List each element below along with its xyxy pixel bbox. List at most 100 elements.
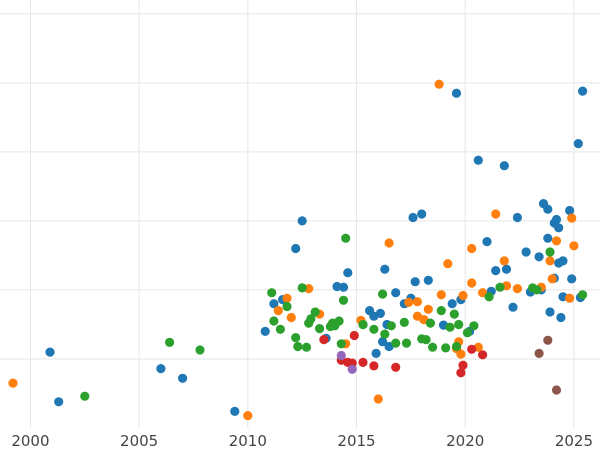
data-point-series-2 bbox=[436, 290, 446, 300]
data-point-series-6 bbox=[551, 385, 562, 395]
data-point-series-2 bbox=[412, 297, 422, 307]
data-point-series-1 bbox=[534, 252, 544, 262]
data-point-series-2 bbox=[491, 209, 501, 219]
data-point-series-1 bbox=[554, 223, 564, 233]
data-point-series-3 bbox=[436, 306, 446, 316]
data-point-series-3 bbox=[301, 342, 312, 352]
x-tick-label: 2020 bbox=[446, 432, 484, 450]
data-point-series-3 bbox=[275, 324, 285, 334]
data-point-series-1 bbox=[545, 307, 555, 317]
data-point-series-2 bbox=[545, 256, 555, 266]
data-point-series-3 bbox=[462, 328, 472, 338]
data-point-series-2 bbox=[243, 411, 253, 421]
data-point-series-3 bbox=[369, 324, 379, 334]
data-point-series-6 bbox=[543, 335, 553, 345]
data-point-series-1 bbox=[417, 209, 427, 219]
data-point-series-3 bbox=[380, 329, 390, 339]
data-point-series-2 bbox=[569, 241, 579, 251]
data-point-series-2 bbox=[273, 306, 283, 316]
data-point-series-3 bbox=[454, 319, 464, 330]
data-point-series-2 bbox=[567, 213, 577, 223]
data-point-series-2 bbox=[443, 259, 453, 269]
point-layer bbox=[8, 79, 588, 421]
data-point-series-1 bbox=[371, 348, 381, 358]
data-point-series-4 bbox=[391, 362, 401, 372]
data-point-series-3 bbox=[310, 307, 320, 317]
data-point-series-1 bbox=[512, 212, 523, 223]
data-point-series-1 bbox=[558, 256, 568, 266]
data-point-series-4 bbox=[369, 361, 379, 371]
data-point-series-3 bbox=[449, 309, 459, 319]
data-point-series-2 bbox=[286, 312, 296, 323]
data-point-series-2 bbox=[499, 256, 509, 266]
data-point-series-4 bbox=[358, 357, 368, 367]
data-point-series-1 bbox=[508, 302, 518, 312]
data-point-series-3 bbox=[165, 337, 175, 347]
data-point-series-3 bbox=[532, 285, 542, 295]
data-point-series-1 bbox=[543, 204, 553, 214]
data-point-series-1 bbox=[567, 274, 577, 284]
data-point-series-3 bbox=[469, 321, 479, 331]
data-point-series-1 bbox=[45, 347, 55, 357]
data-point-series-3 bbox=[269, 316, 279, 326]
data-point-series-4 bbox=[319, 335, 329, 345]
data-point-series-1 bbox=[230, 406, 240, 416]
data-point-series-5 bbox=[336, 350, 346, 361]
data-point-series-2 bbox=[551, 236, 562, 246]
data-point-series-1 bbox=[491, 266, 501, 276]
data-point-series-3 bbox=[399, 317, 409, 327]
data-point-series-4 bbox=[456, 368, 466, 378]
data-point-series-1 bbox=[297, 216, 307, 226]
data-point-series-3 bbox=[293, 341, 303, 352]
data-point-series-2 bbox=[565, 293, 575, 303]
data-point-series-2 bbox=[373, 394, 383, 404]
x-tick-label: 2015 bbox=[337, 432, 375, 450]
data-point-series-2 bbox=[404, 297, 414, 307]
data-point-series-3 bbox=[338, 295, 349, 305]
data-point-series-1 bbox=[380, 264, 390, 274]
data-point-series-3 bbox=[578, 290, 588, 300]
grid-layer bbox=[0, 0, 600, 428]
data-point-series-3 bbox=[291, 333, 301, 343]
data-point-series-2 bbox=[423, 304, 433, 314]
data-point-series-3 bbox=[484, 292, 494, 302]
data-point-series-1 bbox=[573, 139, 583, 149]
data-point-series-1 bbox=[551, 214, 562, 225]
data-point-series-3 bbox=[545, 247, 555, 257]
data-point-series-1 bbox=[543, 233, 553, 243]
data-point-series-3 bbox=[267, 288, 277, 298]
data-point-series-2 bbox=[384, 238, 394, 248]
data-point-series-3 bbox=[428, 342, 438, 352]
data-point-series-1 bbox=[54, 397, 64, 407]
data-point-series-3 bbox=[336, 339, 346, 349]
data-point-series-1 bbox=[269, 299, 279, 309]
data-point-series-3 bbox=[282, 301, 292, 312]
data-point-series-3 bbox=[421, 335, 431, 345]
data-point-series-1 bbox=[447, 299, 457, 309]
x-tick-label: 2005 bbox=[120, 432, 158, 450]
data-point-series-2 bbox=[467, 243, 477, 254]
data-point-series-3 bbox=[451, 341, 462, 352]
data-point-series-1 bbox=[156, 364, 166, 374]
data-point-series-3 bbox=[341, 233, 351, 243]
data-point-series-1 bbox=[482, 237, 492, 247]
data-point-series-3 bbox=[441, 343, 451, 353]
data-point-series-1 bbox=[260, 326, 270, 336]
data-point-series-1 bbox=[410, 277, 420, 287]
data-point-series-3 bbox=[80, 391, 90, 401]
data-point-series-1 bbox=[391, 288, 401, 298]
data-point-series-1 bbox=[408, 212, 418, 223]
data-point-series-3 bbox=[315, 324, 325, 334]
data-point-series-3 bbox=[445, 322, 455, 332]
x-tick-label: 2000 bbox=[11, 432, 49, 450]
data-point-series-1 bbox=[499, 161, 509, 171]
data-point-series-3 bbox=[391, 338, 401, 348]
data-point-series-2 bbox=[282, 293, 292, 303]
data-point-series-1 bbox=[378, 337, 388, 347]
data-point-series-3 bbox=[297, 283, 307, 293]
data-point-series-5 bbox=[347, 364, 357, 374]
data-point-series-2 bbox=[458, 290, 468, 301]
data-point-series-1 bbox=[178, 373, 188, 383]
data-point-series-6 bbox=[534, 348, 544, 358]
